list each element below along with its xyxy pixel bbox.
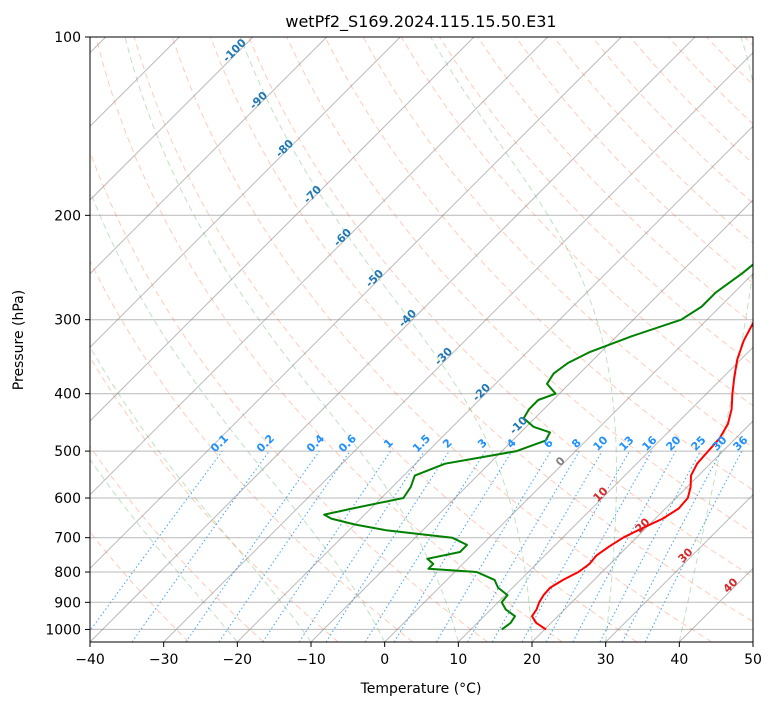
- y-tick-label: 400: [54, 387, 81, 403]
- dry-adiabat-line: [171, 37, 712, 642]
- dry-adiabat-line: [90, 259, 414, 642]
- isotherm-line: [310, 199, 753, 642]
- plot-area: [90, 37, 753, 642]
- isotherm-line: [605, 493, 753, 642]
- profile-lines: [323, 187, 753, 631]
- x-axis-ticks: −40 −30 −20 −10 0 10 20 30 40 50: [75, 642, 762, 668]
- dry-adiabat-line: [90, 356, 339, 642]
- isotherm-line: [163, 51, 753, 642]
- dry-adiabat-line: [324, 37, 753, 491]
- moist-adiabat-line: [678, 37, 753, 642]
- x-tick-label: −10: [296, 652, 326, 668]
- temperature-profile-line: [531, 187, 753, 631]
- x-tick-label: 30: [597, 652, 615, 668]
- x-tick-label: 10: [449, 652, 467, 668]
- y-tick-label: 200: [54, 208, 81, 224]
- isotherm-line: [531, 420, 753, 642]
- mixing-ratio-line: [325, 450, 450, 642]
- y-tick-label: 100: [54, 30, 81, 46]
- isotherm-line: [90, 37, 401, 349]
- x-tick-label: −20: [223, 652, 253, 668]
- moist-adiabat-line: [90, 189, 386, 642]
- dry-adiabat-line: [133, 37, 638, 642]
- mixing-ratio-line: [298, 450, 425, 642]
- y-tick-label: 1000: [45, 622, 81, 638]
- x-tick-label: −40: [75, 652, 105, 668]
- moist-adiabat-line: [124, 37, 459, 642]
- isotherm-line: [457, 346, 753, 642]
- dry-adiabat-line: [515, 37, 753, 284]
- moist-adiabat-line: [239, 37, 533, 642]
- isotherm-line: [384, 272, 753, 642]
- y-tick-label: 300: [54, 313, 81, 329]
- isotherm-line: [90, 37, 475, 422]
- mixing-ratio-line: [644, 450, 743, 642]
- x-axis-label: Temperature (°C): [360, 681, 482, 697]
- mixing-ratio-line: [393, 450, 513, 642]
- x-tick-label: −30: [149, 652, 179, 668]
- mixing-ratio-line: [521, 450, 630, 642]
- moist-adiabat-line: [430, 37, 617, 642]
- isotherm-line: [90, 37, 328, 275]
- x-tick-label: 0: [380, 652, 389, 668]
- y-axis-ticks: 100 200 300 400 500 600 700 800 900 1000: [45, 30, 90, 638]
- mixing-ratio-line: [262, 450, 392, 642]
- isotherm-line: [90, 37, 622, 570]
- mixing-ratio-line: [185, 450, 320, 642]
- isotherm-line: [90, 37, 696, 642]
- x-tick-label: 20: [523, 652, 541, 668]
- moist-adiabat-line: [90, 458, 238, 642]
- background-lines: [90, 37, 753, 642]
- dry-adiabat-line: [210, 37, 753, 623]
- plot-frame: [89, 36, 754, 643]
- mixing-ratio-line: [218, 450, 351, 642]
- isotherm-line: [90, 37, 549, 496]
- y-tick-label: 700: [54, 531, 81, 547]
- x-tick-label: 50: [744, 652, 762, 668]
- chart-title: wetPf2_S169.2024.115.15.50.E31: [285, 12, 556, 32]
- y-axis-label: Pressure (hPa): [11, 290, 27, 390]
- isotherm-line: [236, 125, 753, 642]
- y-tick-label: 600: [54, 491, 81, 507]
- y-tick-label: 800: [54, 565, 81, 581]
- y-tick-label: 500: [54, 444, 81, 460]
- mixing-ratio-line: [131, 450, 270, 642]
- mixing-ratio-line: [572, 450, 677, 642]
- dry-adiabat-line: [286, 37, 753, 534]
- grid-lines: [90, 37, 753, 642]
- mixing-ratio-line: [90, 450, 223, 632]
- isotherm-line: [90, 37, 254, 201]
- x-tick-label: 40: [670, 652, 688, 668]
- y-tick-label: 900: [54, 595, 81, 611]
- dry-adiabat-line: [248, 37, 753, 578]
- dry-adiabat-line: [90, 445, 264, 642]
- dewpoint-profile-line: [323, 263, 753, 631]
